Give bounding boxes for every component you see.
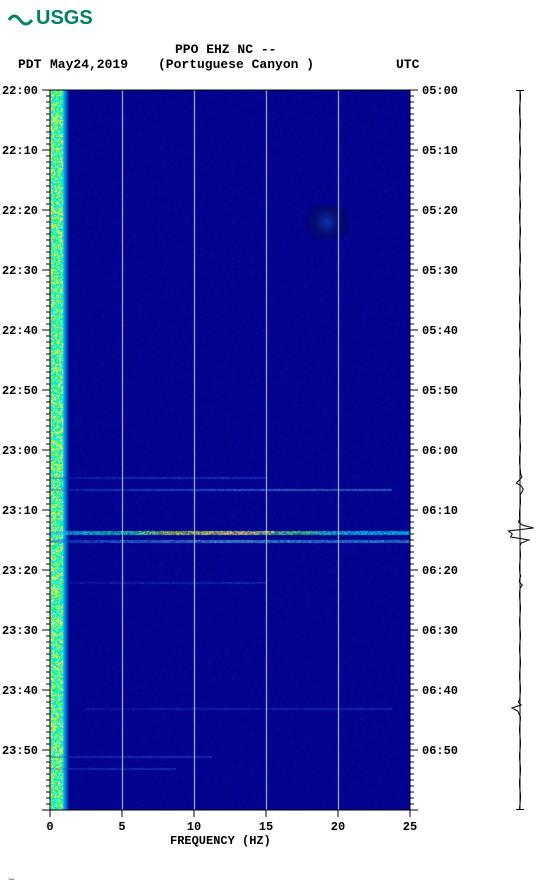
x-tick-label: 5 xyxy=(118,820,125,834)
side-amplitude-trace xyxy=(500,90,540,812)
y-left-tick-label: 22:30 xyxy=(2,264,38,278)
y-right-tick-label: 05:30 xyxy=(422,264,458,278)
x-tick-label: 15 xyxy=(259,820,273,834)
y-left-tick-label: 23:00 xyxy=(2,444,38,458)
y-left-tick-label: 22:20 xyxy=(2,204,38,218)
y-right-tick-label: 05:10 xyxy=(422,144,458,158)
y-right-tick-label: 06:10 xyxy=(422,504,458,518)
y-left-tick-label: 22:00 xyxy=(2,84,38,98)
y-right-tick-label: 06:00 xyxy=(422,444,458,458)
y-right-tick-label: 05:20 xyxy=(422,204,458,218)
y-right-tick-label: 06:20 xyxy=(422,564,458,578)
y-left-tick-label: 22:40 xyxy=(2,324,38,338)
axes-overlay: 0 5 10 15 20 25 22:00 05:00 22:10 05:10 22:20 05:20… xyxy=(0,0,552,892)
footer-mark: ~ xyxy=(8,875,15,887)
y-right-tick-label: 06:30 xyxy=(422,624,458,638)
x-tick-label: 20 xyxy=(331,820,345,834)
y-left-tick-label: 23:10 xyxy=(2,504,38,518)
x-tick-label: 25 xyxy=(403,820,417,834)
y-right-tick-label: 06:50 xyxy=(422,744,458,758)
x-axis-label: FREQUENCY (HZ) xyxy=(170,834,271,848)
y-left-tick-label: 22:50 xyxy=(2,384,38,398)
y-left-tick-label: 23:30 xyxy=(2,624,38,638)
x-tick-label: 0 xyxy=(46,820,53,834)
y-left-tick-label: 23:40 xyxy=(2,684,38,698)
y-right-tick-label: 06:40 xyxy=(422,684,458,698)
y-right-tick-label: 05:50 xyxy=(422,384,458,398)
x-tick-label: 10 xyxy=(187,820,201,834)
y-left-tick-label: 23:50 xyxy=(2,744,38,758)
y-left-tick-label: 23:20 xyxy=(2,564,38,578)
y-right-tick-label: 05:00 xyxy=(422,84,458,98)
y-left-tick-label: 22:10 xyxy=(2,144,38,158)
y-right-tick-label: 05:40 xyxy=(422,324,458,338)
